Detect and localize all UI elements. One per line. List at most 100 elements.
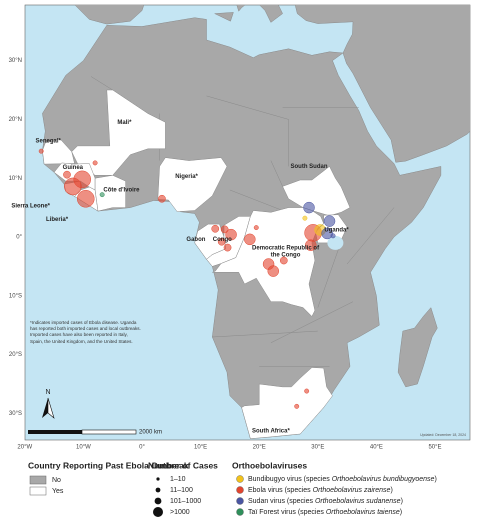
country-label: Congo — [213, 237, 232, 243]
footnote: *Indicates imported cases of Ebola disea… — [30, 320, 141, 344]
landmass — [74, 5, 145, 25]
legend-virus — [236, 508, 244, 516]
legend-text-part: ) — [400, 509, 402, 516]
country-yes — [94, 175, 126, 212]
legend-virus — [236, 486, 244, 494]
legend-size — [155, 487, 161, 493]
legend-text-part: Orthoebolavirus zairense — [313, 487, 391, 494]
landmass — [294, 5, 470, 163]
outbreak-marker — [253, 225, 259, 231]
outbreak-marker — [225, 228, 237, 241]
lat-label: 10°N — [9, 176, 22, 182]
outbreak-marker — [223, 243, 232, 252]
legend-virus — [236, 497, 244, 505]
landmass — [259, 5, 283, 23]
landmass — [236, 5, 246, 12]
outbreak-marker — [73, 170, 91, 189]
outbreak-marker — [220, 225, 229, 234]
country-label: Liberia* — [46, 217, 69, 223]
outbreak-marker — [305, 239, 317, 251]
border — [229, 189, 283, 211]
legend-text-part: ) — [390, 487, 392, 494]
legend-text-part: Orthoebolavirus sudanense — [315, 498, 401, 505]
country-label: South Africa* — [252, 429, 290, 435]
legend-size — [153, 507, 163, 517]
outbreak-marker — [244, 233, 256, 246]
legend-label: Bundibugyo virus (species Orthoebolaviru… — [248, 476, 437, 483]
country-yes — [71, 89, 166, 176]
lon-label: 30°E — [311, 445, 324, 451]
country-label: Guinea — [63, 165, 84, 171]
country-label: South Sudan — [291, 164, 328, 170]
border — [270, 301, 354, 344]
legend-text-part: ) — [434, 476, 436, 483]
legend-text-part: (species — [287, 498, 314, 505]
outbreak-marker — [330, 233, 336, 239]
legend-text-part: Sudan virus — [248, 498, 285, 505]
legend-swatch — [29, 475, 47, 485]
outbreak-marker — [38, 148, 44, 154]
lon-label: 20°W — [17, 445, 32, 451]
country-yes — [42, 138, 75, 165]
lon-label: 10°E — [194, 445, 207, 451]
country-label: Mali* — [117, 120, 132, 126]
lat-label: 20°N — [9, 117, 22, 123]
outbreak-marker — [323, 215, 336, 227]
outbreak-marker — [99, 192, 105, 198]
country-label: Sierra Leone* — [11, 203, 50, 209]
outbreak-marker — [303, 201, 315, 214]
border — [270, 160, 283, 187]
country-label: Uganda* — [324, 228, 349, 234]
legend-label: No — [52, 477, 61, 484]
updated-note: Updated: December 18, 2024 — [420, 433, 466, 437]
outbreak-marker — [211, 224, 220, 233]
border — [317, 242, 341, 308]
outbreak-marker — [304, 388, 310, 394]
legend-text-part: Orthoebolavirus taiense — [326, 509, 400, 516]
country-label: Democratic Republic of the Congo — [252, 245, 320, 258]
country-yes — [206, 216, 251, 267]
scale-bar: 2000 km — [28, 430, 162, 436]
lat-label: 30°N — [9, 58, 22, 64]
landmass — [397, 307, 438, 388]
scale-label: 2000 km — [139, 430, 162, 436]
landmass — [213, 12, 234, 22]
legend-label: >1000 — [170, 509, 190, 516]
legend-title: Number of Cases — [148, 460, 218, 470]
country-yes — [241, 367, 333, 439]
north-label: N — [45, 389, 50, 396]
legend-title: Orthoebolaviruses — [232, 460, 307, 470]
legend-label: Taï Forest virus (species Orthoebolaviru… — [248, 509, 402, 516]
legend-label: 101–1000 — [170, 498, 201, 505]
lon-label: 20°E — [253, 445, 266, 451]
border — [206, 95, 289, 167]
country-label: Senegal* — [36, 139, 62, 145]
country-label: Côte d'Ivoire — [103, 188, 140, 194]
legend-text-part: ) — [401, 498, 403, 505]
legend-swatch — [29, 486, 47, 496]
outbreak-marker — [294, 403, 300, 409]
legend-size — [156, 477, 160, 481]
outbreak-marker — [63, 170, 71, 179]
outbreak-marker — [158, 194, 166, 203]
country-label: Gabon — [186, 237, 205, 243]
outbreak-marker — [217, 237, 226, 246]
border — [90, 76, 113, 91]
legend-label: Yes — [52, 488, 64, 495]
outbreak-markers — [38, 148, 336, 409]
legend-text-part: (species — [304, 476, 331, 483]
legend-size — [154, 497, 162, 505]
legend-text-part: Ebola virus — [248, 487, 283, 494]
legend-label: 1–10 — [170, 476, 186, 483]
outbreak-marker — [279, 256, 288, 265]
lon-label: 0° — [139, 445, 145, 451]
border — [212, 330, 318, 338]
legend-title: Country Reporting Past Ebola Outbreak — [28, 460, 189, 470]
legend-label: Sudan virus (species Orthoebolavirus sud… — [248, 498, 403, 505]
outbreak-marker — [76, 190, 95, 208]
lat-label: 20°S — [9, 352, 22, 358]
legend-text-part: (species — [298, 509, 325, 516]
outbreak-marker — [92, 160, 98, 166]
north-arrow: N — [42, 389, 55, 419]
